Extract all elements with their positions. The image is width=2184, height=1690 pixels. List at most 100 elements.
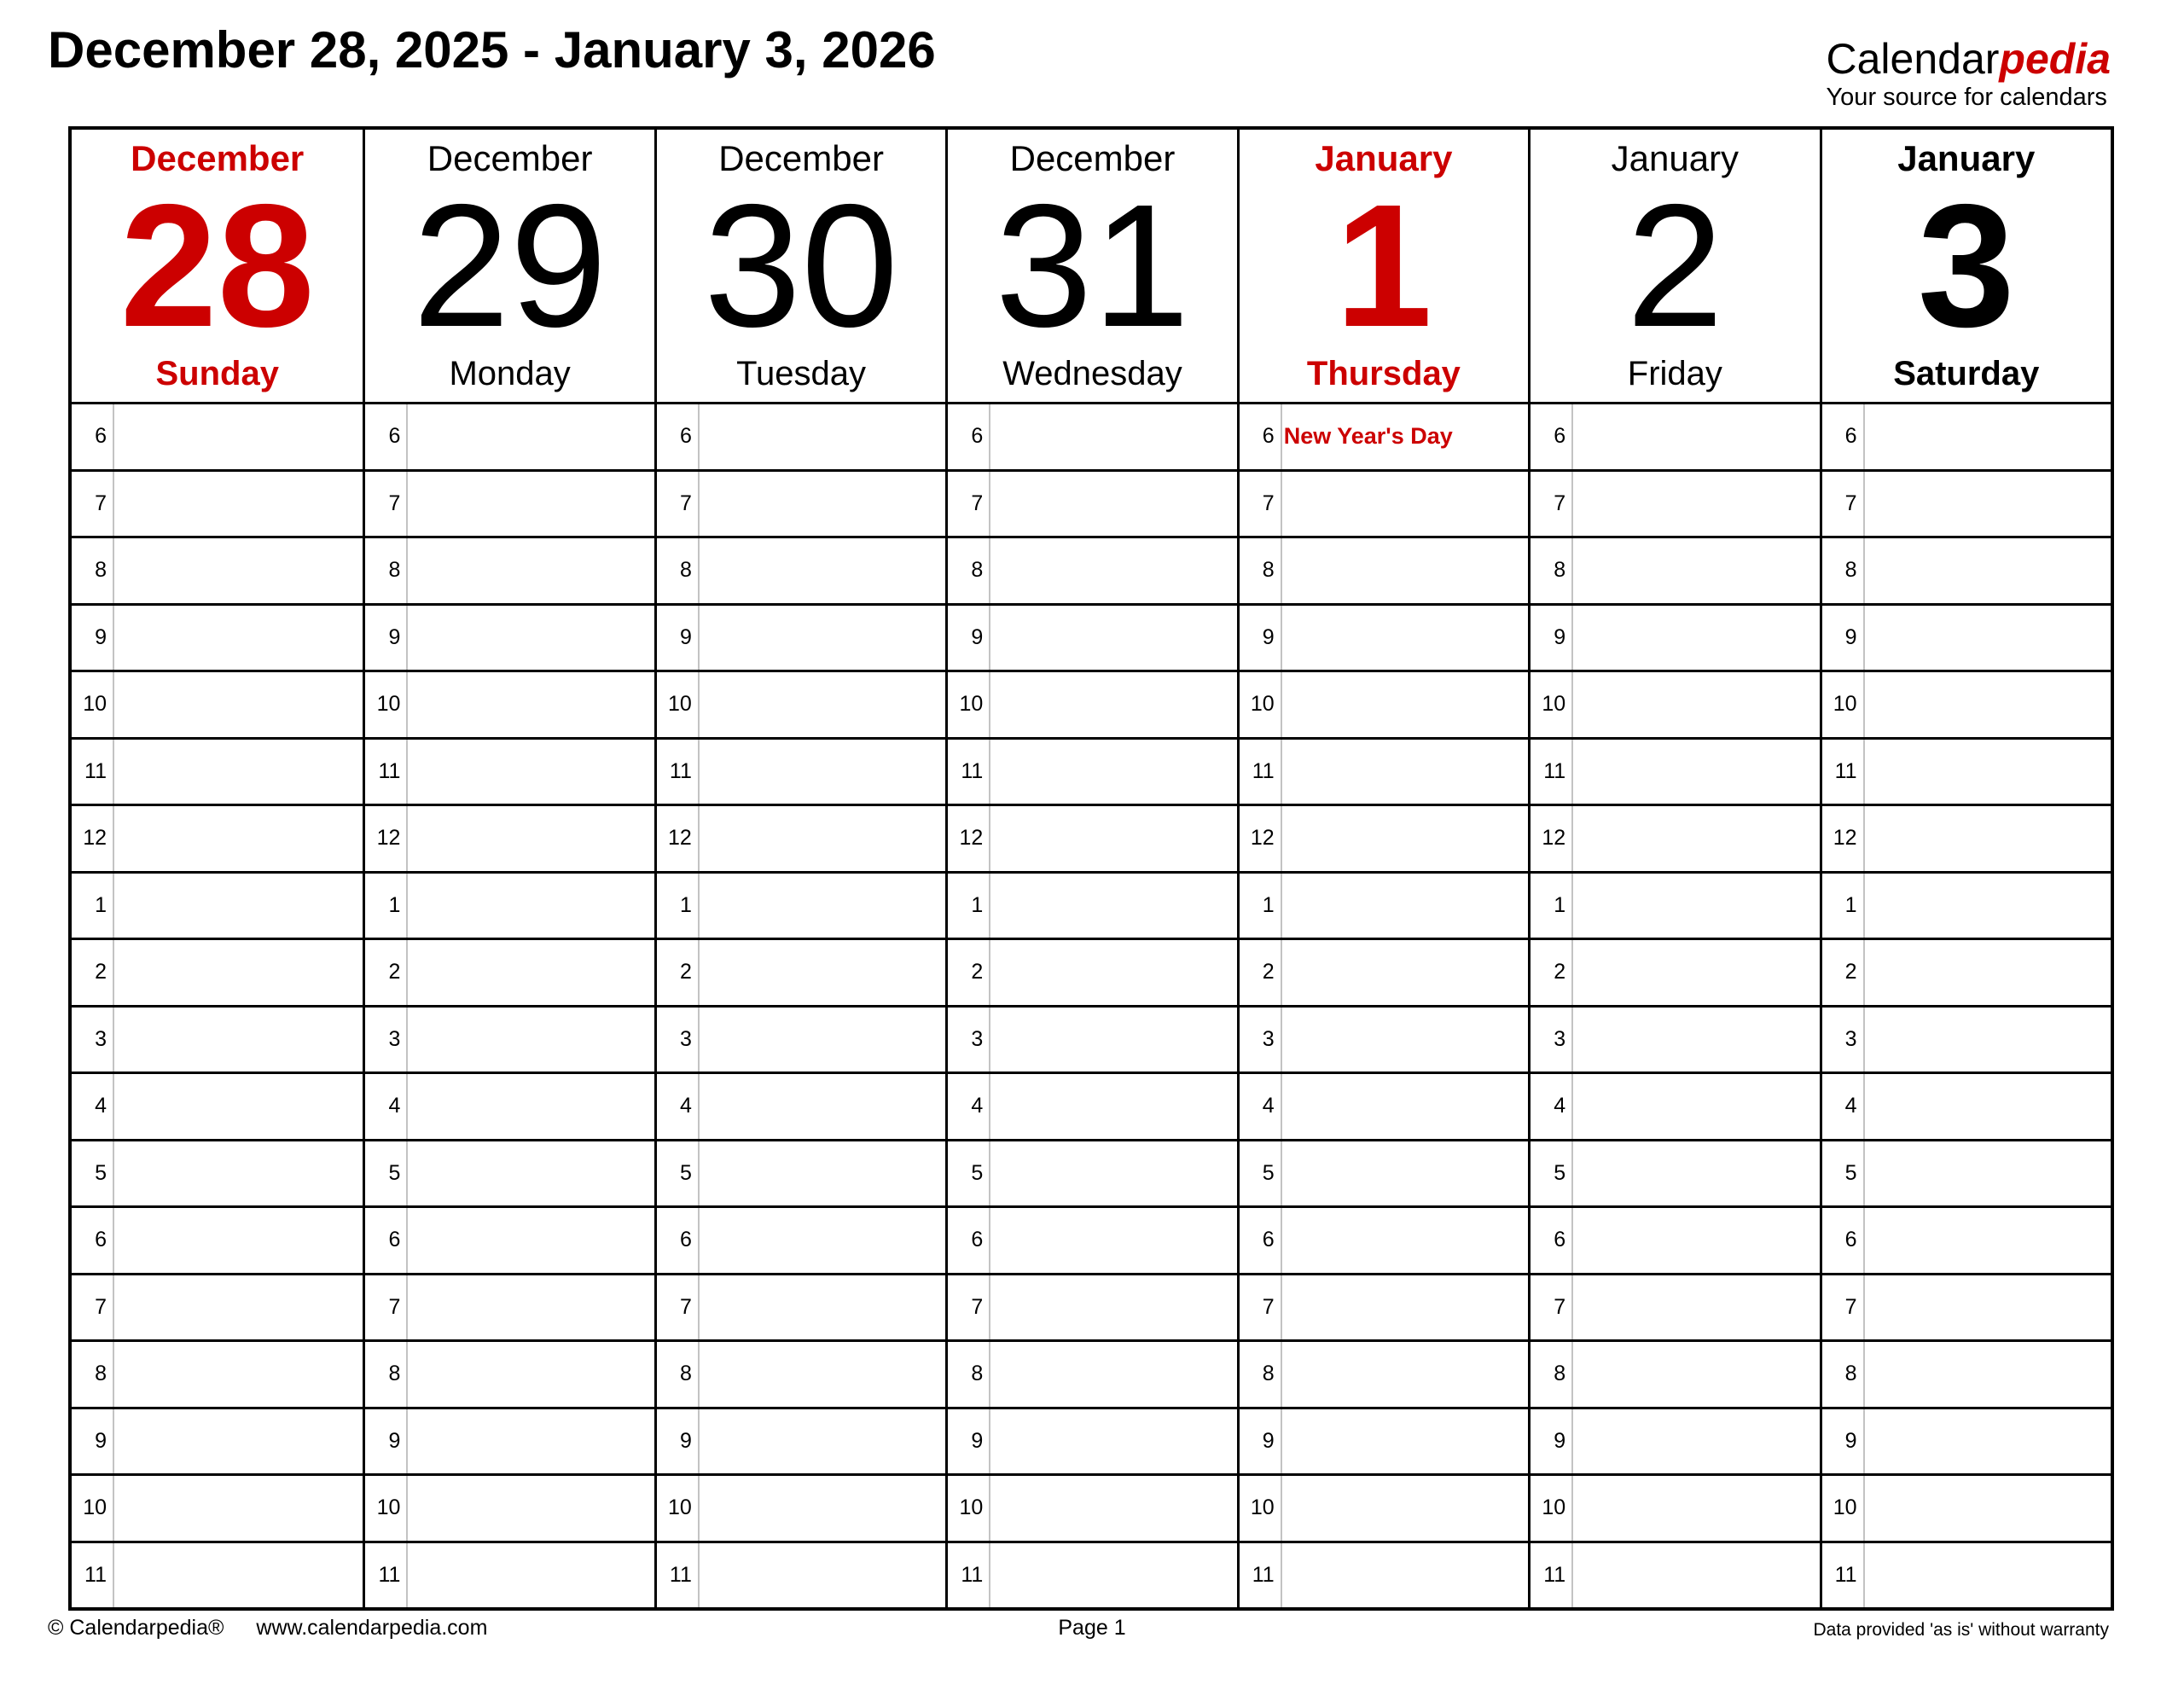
time-label: 12 bbox=[1833, 826, 1857, 851]
time-cell: 6 bbox=[1531, 1205, 1820, 1273]
time-cell: 6 bbox=[1239, 1205, 1529, 1273]
time-cell: 4 bbox=[72, 1071, 363, 1139]
time-cell: 1 bbox=[948, 870, 1237, 938]
time-label: 3 bbox=[95, 1026, 107, 1051]
time-cell: 8 bbox=[1821, 1339, 2111, 1407]
time-cell: 8 bbox=[72, 536, 363, 603]
calendarpedia-logo: Calendarpedia Your source for calendars bbox=[1827, 36, 2111, 112]
time-label: 7 bbox=[1554, 1294, 1566, 1319]
day-column-sunday: December 28 Sunday 6 7 8 9 10 11 12 1 2 3 4 5 6 7 8 9 10 11 bbox=[72, 130, 363, 1607]
time-cell: 12 bbox=[1531, 804, 1820, 871]
time-cell: 8 bbox=[656, 536, 946, 603]
time-label: 11 bbox=[1252, 758, 1275, 783]
time-cell: 8 bbox=[656, 1339, 946, 1407]
day-weekday: Friday bbox=[1627, 355, 1722, 392]
time-label: 7 bbox=[388, 1294, 401, 1319]
time-cell: 11 bbox=[72, 736, 363, 804]
footer-disclaimer: Data provided 'as is' without warranty bbox=[1813, 1620, 2109, 1640]
time-cell: 3 bbox=[1821, 1004, 2111, 1072]
time-cell: 2 bbox=[1239, 938, 1529, 1005]
time-cell: 12 bbox=[72, 804, 363, 871]
time-label: 12 bbox=[1250, 826, 1275, 851]
time-label: 3 bbox=[1844, 1026, 1857, 1051]
time-cell: 8 bbox=[1821, 536, 2111, 603]
time-label: 8 bbox=[1844, 558, 1857, 583]
time-cell: 5 bbox=[72, 1138, 363, 1206]
time-label: 6 bbox=[95, 424, 107, 449]
time-cell: 10 bbox=[656, 1473, 946, 1541]
time-cell: 10 bbox=[1821, 670, 2111, 737]
time-label: 9 bbox=[971, 624, 984, 649]
day-number: 28 bbox=[119, 168, 315, 364]
time-label: 7 bbox=[1262, 1294, 1275, 1319]
time-cell: 4 bbox=[948, 1071, 1237, 1139]
time-label: 11 bbox=[669, 758, 692, 783]
time-cell: 8 bbox=[365, 536, 654, 603]
time-cell: 1 bbox=[1239, 870, 1529, 938]
time-cell: 7 bbox=[1531, 468, 1820, 537]
time-label: 7 bbox=[971, 491, 984, 515]
time-cell: 6 bbox=[656, 1205, 946, 1273]
time-label: 10 bbox=[1542, 692, 1566, 717]
time-label: 10 bbox=[1250, 1495, 1275, 1520]
time-label: 12 bbox=[376, 826, 401, 851]
time-cell: 3 bbox=[365, 1004, 654, 1072]
time-cell: 7 bbox=[1239, 1272, 1529, 1340]
time-cell: 11 bbox=[365, 736, 654, 804]
logo-text-pedia: pedia bbox=[1999, 35, 2111, 83]
time-label: 11 bbox=[84, 1562, 107, 1587]
time-cell: 8 bbox=[1531, 536, 1820, 603]
day-header: January 1 Thursday bbox=[1240, 130, 1528, 402]
day-month: January bbox=[1315, 138, 1453, 178]
time-label: 1 bbox=[95, 892, 107, 917]
time-cell: 11 bbox=[1821, 1540, 2111, 1608]
time-label: 1 bbox=[679, 892, 692, 917]
time-label: 7 bbox=[679, 491, 692, 515]
time-cell: 9 bbox=[72, 1406, 363, 1474]
day-number: 3 bbox=[1917, 168, 2015, 364]
time-cell: 9 bbox=[1531, 602, 1820, 671]
time-cell: 9 bbox=[72, 602, 363, 671]
time-label: 6 bbox=[1554, 1228, 1566, 1252]
time-cell: 12 bbox=[365, 804, 654, 871]
time-label: 5 bbox=[971, 1160, 984, 1185]
time-label: 8 bbox=[971, 1362, 984, 1386]
day-header: December 29 Monday bbox=[365, 130, 653, 402]
time-label: 5 bbox=[679, 1160, 692, 1185]
time-cell: 6 bbox=[1821, 1205, 2111, 1273]
time-cell: 11 bbox=[1531, 736, 1820, 804]
time-label: 7 bbox=[1844, 491, 1857, 515]
time-label: 11 bbox=[1543, 1562, 1566, 1587]
footer-website: www.calendarpedia.com bbox=[256, 1616, 488, 1640]
day-weekday: Monday bbox=[449, 355, 571, 392]
time-label: 7 bbox=[388, 491, 401, 515]
time-label: 4 bbox=[679, 1094, 692, 1118]
time-label: 4 bbox=[1262, 1094, 1275, 1118]
time-label: 6 bbox=[1844, 424, 1857, 449]
time-cell: 11 bbox=[72, 1540, 363, 1608]
time-label: 7 bbox=[95, 1294, 107, 1319]
time-label: 10 bbox=[83, 692, 107, 717]
time-cell: 1 bbox=[656, 870, 946, 938]
day-column-wednesday: December 31 Wednesday 6 7 8 9 10 11 12 1 2 3 4 5 6 7 8 9 10… bbox=[945, 130, 1237, 1607]
day-header: January 3 Saturday bbox=[1822, 130, 2111, 402]
time-cell: 9 bbox=[1531, 1406, 1820, 1474]
time-label: 7 bbox=[1554, 491, 1566, 515]
time-label: 11 bbox=[84, 758, 107, 783]
time-label: 11 bbox=[378, 1562, 401, 1587]
time-cell: 11 bbox=[656, 1540, 946, 1608]
time-cell: 3 bbox=[1531, 1004, 1820, 1072]
time-cell: 11 bbox=[365, 1540, 654, 1608]
time-label: 9 bbox=[95, 1428, 107, 1453]
time-cell: 12 bbox=[656, 804, 946, 871]
time-label: 9 bbox=[1262, 624, 1275, 649]
time-cell: 9 bbox=[1239, 602, 1529, 671]
time-cell: 6 bbox=[365, 1205, 654, 1273]
day-header: January 2 Friday bbox=[1531, 130, 1819, 402]
time-cell: 2 bbox=[656, 938, 946, 1005]
day-weekday: Wednesday bbox=[1002, 355, 1182, 392]
time-cell: 2 bbox=[72, 938, 363, 1005]
day-month: December bbox=[1009, 138, 1176, 178]
footer-left: © Calendarpedia® www.calendarpedia.com bbox=[48, 1616, 487, 1641]
time-cell: 9 bbox=[656, 602, 946, 671]
